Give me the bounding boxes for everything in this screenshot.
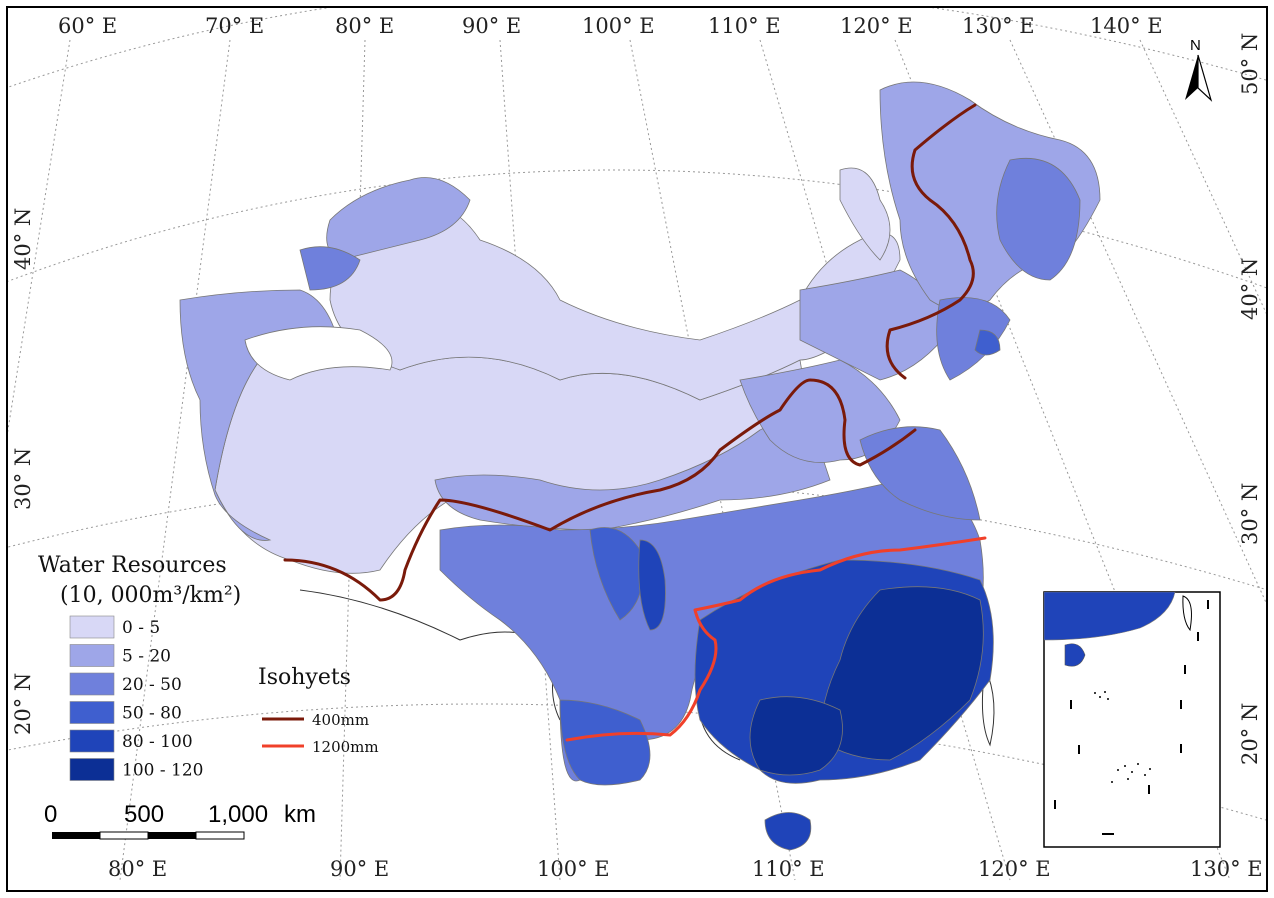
scale-label-500: 500 [124,801,164,828]
top-lon-label: 140° E [1090,14,1163,38]
left-lat-label: 30° N [11,448,35,510]
legend-swatch [69,672,115,696]
right-lat-label: 50° N [1238,33,1262,95]
legend-class-label: 50 - 80 [122,704,182,724]
legend-swatch [69,701,115,724]
scale-label-1000: 1,000 [208,801,268,828]
region-desert-hole [244,326,393,381]
region-yalu [974,329,1001,356]
legend-title: Water Resources [38,553,227,578]
region-yunnan-south [559,699,651,786]
isohyet-1200mm-label: 1200mm [312,738,379,756]
scale-label-unit: km [284,801,316,828]
isohyet-400mm-line [283,103,977,602]
bottom-lon-label: 110° E [752,857,825,881]
region-liaoning [936,297,1011,381]
bottom-lon-label: 130° E [1190,857,1263,881]
legend-swatch [69,615,115,639]
bottom-longitude-labels: 80° E 90° E 100° E 110° E 120° E 130° E [108,857,1263,881]
legend-swatch [69,644,115,667]
isohyets [283,103,987,742]
legend-swatch [69,758,115,781]
region-southeast [819,586,984,761]
left-lat-label: 20° N [11,673,35,735]
china-regions [179,81,1101,851]
north-arrow-label: N [1190,37,1201,54]
region-pearl [749,696,843,776]
region-jinsha [589,527,643,621]
region-ili [299,246,361,291]
inset-map [1043,591,1221,848]
region-hainan [764,812,812,851]
bottom-lon-label: 80° E [108,857,167,881]
legend-unit: (10, 000m³/km²) [60,583,241,608]
region-songhua [996,158,1081,281]
top-lon-label: 120° E [840,14,913,38]
region-west-border [179,289,341,541]
top-lon-label: 110° E [708,14,781,38]
region-inner-mongolia [839,167,891,261]
region-yalong [638,539,666,631]
bottom-lon-label: 100° E [537,857,610,881]
scale-label-0: 0 [44,801,57,828]
legend-class-label: 0 - 5 [122,618,160,638]
right-latitude-labels: 50° N 40° N 30° N 20° N [1238,33,1262,765]
right-lat-label: 30° N [1238,483,1262,545]
left-lat-label: 40° N [11,208,35,270]
top-lon-label: 70° E [205,14,264,38]
north-arrow: N [1185,37,1213,102]
legend-class-label: 5 - 20 [122,647,171,667]
isohyet-legend-title: Isohyets [258,665,351,690]
top-lon-label: 90° E [462,14,521,38]
bottom-lon-label: 90° E [330,857,389,881]
top-lon-label: 100° E [582,14,655,38]
isohyet-legend: Isohyets 400mm 1200mm [258,665,379,756]
north-arrow-icon [1185,55,1198,100]
region-huai [859,426,981,521]
legend-swatch [69,729,115,753]
top-lon-label: 130° E [962,14,1035,38]
bottom-lon-label: 120° E [978,857,1051,881]
isohyet-1200mm-line [565,536,987,742]
left-latitude-labels: 40° N 30° N 20° N [11,208,35,735]
top-lon-label: 60° E [58,14,117,38]
legend-class-label: 80 - 100 [122,732,193,752]
legend: Water Resources (10, 000m³/km²) 0 - 5 5 -… [38,553,241,781]
top-lon-label: 80° E [335,14,394,38]
top-longitude-labels: 60° E 70° E 80° E 90° E 100° E 110° E 12… [58,14,1163,38]
legend-class-label: 20 - 50 [122,675,182,695]
isohyet-400mm-label: 400mm [312,711,369,729]
right-lat-label: 20° N [1238,703,1262,765]
right-lat-label: 40° N [1238,258,1262,320]
legend-class-label: 100 - 120 [122,761,203,781]
scale-bar: 0 500 1,000 km [44,801,316,840]
